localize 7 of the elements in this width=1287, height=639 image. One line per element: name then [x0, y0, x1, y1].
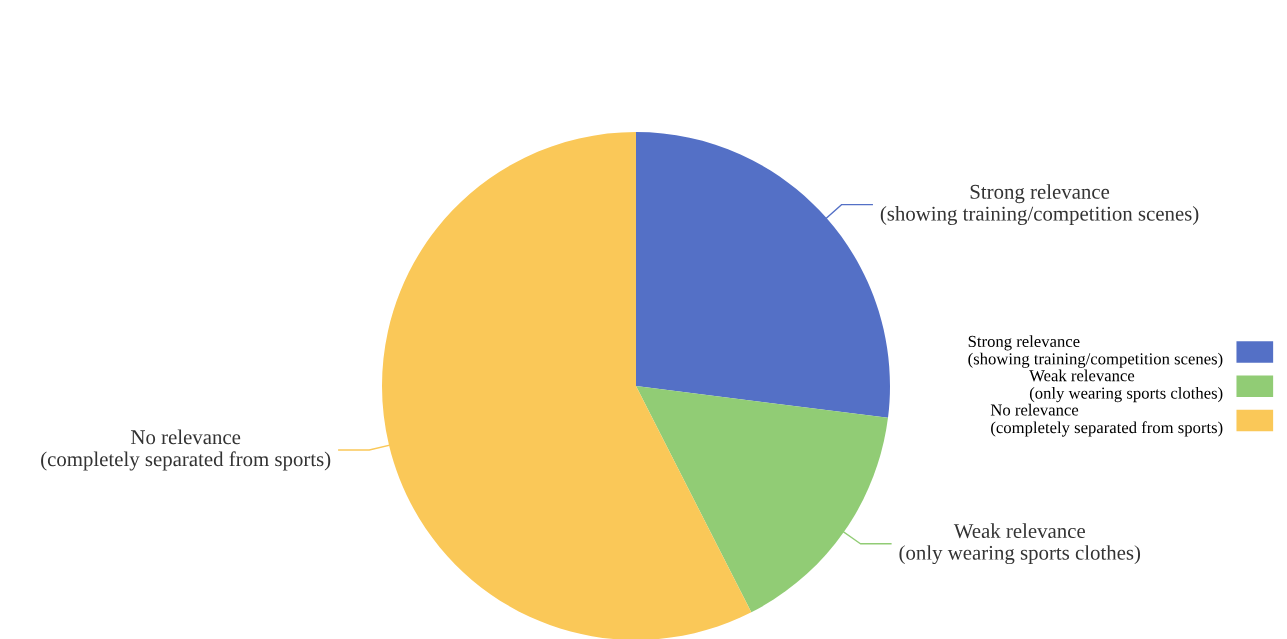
legend-label: Weak relevance (only wearing sports clothes) [1029, 369, 1223, 403]
slice-label: Strong relevance (showing training/competition scenes) [880, 184, 1199, 225]
slice-label: Weak relevance (only wearing sports clothes) [899, 523, 1141, 565]
pie-slice [636, 386, 888, 613]
legend-label: Strong relevance (showing training/competition scenes) [968, 335, 1223, 368]
slice-label: No relevance (completely separated from sports) [41, 429, 331, 471]
legend-label: No relevance (completely separated from sports) [990, 403, 1223, 437]
